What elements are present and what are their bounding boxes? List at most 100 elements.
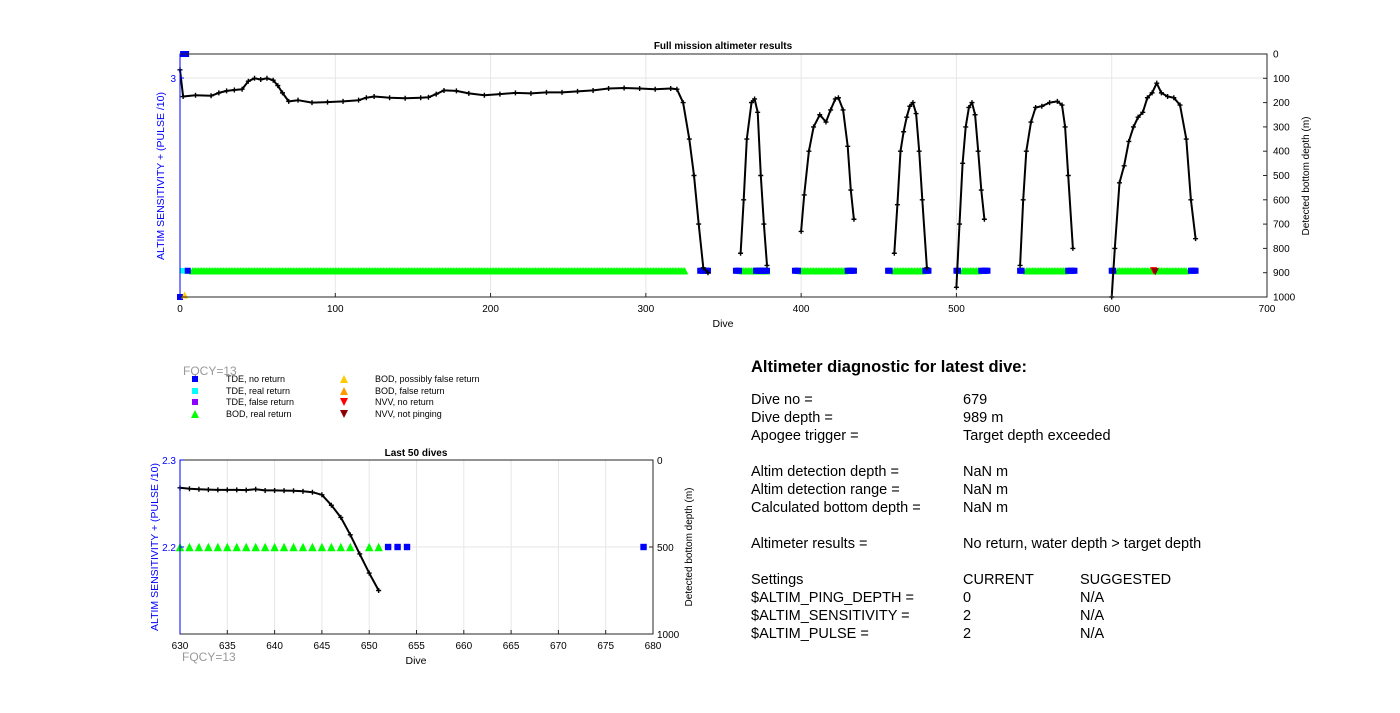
top-chart-xlabel: Dive (712, 318, 733, 330)
bottom-depth-point (913, 111, 919, 117)
apogee-label: Apogee trigger = (751, 428, 859, 444)
bottom-depth-point (755, 109, 761, 115)
top-x-tick-label: 700 (1259, 304, 1276, 315)
bottom-depth-point (1165, 94, 1171, 100)
bod-real-return-marker (346, 542, 355, 552)
row-apogee: Apogee trigger = Target depth exceeded (751, 427, 1351, 445)
bottom-depth-point (686, 136, 692, 142)
row-pulse: $ALTIM_PULSE = 2 N/A (751, 625, 1351, 643)
tde-no-return-marker (763, 267, 770, 274)
bottom-y2-tick-label: 500 (657, 543, 674, 554)
bottom-y2-tick-label: 1000 (657, 630, 680, 641)
bottom-chart-title: Last 50 dives (385, 448, 448, 459)
dive-depth-label: Dive depth = (751, 410, 833, 426)
sensitivity-current: 2 (963, 608, 972, 624)
apogee-value: Target depth exceeded (963, 428, 1111, 444)
ping-depth-suggested: N/A (1080, 590, 1105, 606)
legend-triangle-icon (191, 410, 199, 418)
bottom-depth-point (234, 487, 240, 493)
bottom-depth-point (761, 221, 767, 227)
bottom-y-tick-label: 2.2 (162, 543, 176, 554)
bottom-depth-point (216, 90, 222, 96)
bottom-depth-point (366, 570, 372, 576)
top-x-tick-label: 0 (177, 304, 183, 315)
bottom-depth-point (898, 148, 904, 154)
bottom-x-tick-label: 675 (597, 641, 614, 652)
bottom-depth-point (193, 92, 199, 98)
bottom-depth-point (371, 94, 377, 100)
calc-bottom-label: Calculated bottom depth = (751, 500, 921, 516)
bottom-depth-point (559, 89, 565, 95)
bottom-depth-point (957, 221, 963, 227)
bottom-x-tick-label: 635 (219, 641, 236, 652)
bottom-depth-point (357, 551, 363, 557)
bottom-depth-point (1121, 163, 1127, 169)
top-y2-tick-label: 200 (1273, 98, 1290, 109)
top-chart-title: Full mission altimeter results (654, 41, 793, 52)
bottom-depth-point (340, 98, 346, 104)
bottom-depth-point (901, 129, 907, 135)
bottom-depth-point (497, 91, 503, 97)
tde-no-return-marker (1018, 267, 1025, 274)
bottom-depth-point (924, 265, 930, 271)
tde-no-return-marker (795, 267, 802, 274)
legend-item-label: TDE, false return (226, 397, 294, 407)
bottom-depth-point (811, 124, 817, 130)
bod-real-return-marker (298, 542, 308, 552)
tde-no-return-marker (403, 543, 411, 551)
bottom-depth-point (1062, 124, 1068, 130)
bottom-x-tick-label: 645 (314, 641, 331, 652)
bottom-depth-point (741, 197, 747, 203)
bottom-depth-point (275, 83, 281, 89)
bottom-depth-point (418, 95, 424, 101)
bottom-depth-point (748, 100, 754, 106)
top-y2-tick-label: 600 (1273, 195, 1290, 206)
bottom-depth-point (1140, 109, 1146, 115)
tde-no-return-marker (850, 267, 857, 274)
bottom-depth-point (208, 93, 214, 99)
bottom-depth-point (1193, 236, 1199, 242)
legend-triangle-icon (340, 410, 348, 418)
bottom-depth-line (1019, 100, 1074, 266)
bottom-depth-point (606, 86, 612, 92)
row-dive-depth: Dive depth = 989 m (751, 409, 1351, 427)
bottom-x-tick-label: 660 (455, 641, 472, 652)
legend-item-label: TDE, no return (226, 374, 285, 384)
dive-no-value: 679 (963, 392, 988, 408)
bottom-depth-point (835, 95, 841, 101)
bottom-depth-point (975, 148, 981, 154)
bottom-chart-marks (175, 485, 647, 593)
bottom-depth-point (270, 77, 276, 83)
bottom-depth-point (764, 262, 770, 268)
top-chart-plot-area (180, 54, 1267, 297)
top-y2-tick-label: 500 (1273, 171, 1290, 182)
diagnostic-panel: Altimeter diagnostic for latest dive: Di… (751, 358, 1351, 643)
row-sensitivity: $ALTIM_SENSITIVITY = 2 N/A (751, 607, 1351, 625)
bottom-depth-point (253, 486, 259, 492)
bottom-depth-point (845, 143, 851, 149)
sensitivity-suggested: N/A (1080, 608, 1105, 624)
bottom-depth-point (575, 88, 581, 94)
legend-item-label: NVV, not pinging (375, 409, 442, 419)
bottom-chart-axes: 630 635 640 645 650 655 660 665 670 675 680 2.3 2.2 0… (162, 456, 680, 652)
legend-item-label: BOD, possibly false return (375, 374, 480, 384)
bottom-depth-point (1183, 136, 1189, 142)
bottom-chart-fqcy: FQCY=13 (182, 650, 236, 664)
bottom-depth-point (295, 97, 301, 103)
bod-real-return-marker (317, 542, 327, 552)
bod-real-return-marker (308, 542, 317, 552)
bottom-depth-point (668, 86, 674, 92)
bottom-depth-point (1149, 90, 1155, 96)
bottom-depth-point (798, 228, 804, 234)
bod-real-return-marker (194, 542, 204, 552)
detection-depth-value: NaN m (963, 464, 1009, 480)
tde-no-return-marker (925, 267, 932, 274)
tde-no-return-marker (1071, 267, 1078, 274)
row-detection-range: Altim detection range = NaN m (751, 481, 1351, 499)
sensitivity-label: $ALTIM_SENSITIVITY = (751, 608, 910, 624)
bottom-depth-point (1126, 138, 1132, 144)
bottom-depth-point (186, 486, 192, 492)
tde-no-return-marker (1192, 267, 1199, 274)
bottom-depth-point (1047, 100, 1053, 106)
bottom-depth-point (1023, 148, 1029, 154)
